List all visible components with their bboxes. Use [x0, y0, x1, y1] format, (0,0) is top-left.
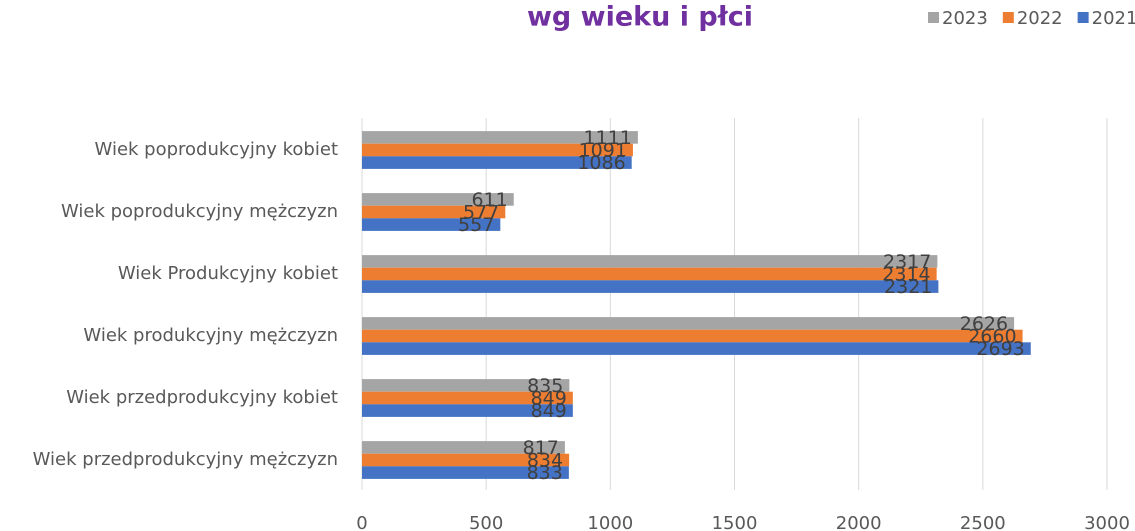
legend-swatch: [1002, 12, 1014, 23]
y-tick-label: Wiek Produkcyjny kobiet: [118, 263, 338, 284]
y-tick-label: Wiek poprodukcyjny kobiet: [95, 139, 338, 160]
bar: [362, 342, 1031, 355]
data-label: 2660: [968, 326, 1016, 348]
data-label: 2321: [884, 276, 932, 298]
bar: [362, 193, 514, 206]
data-label: 1091: [579, 140, 627, 162]
data-label: 2693: [976, 338, 1024, 360]
bar: [362, 280, 939, 293]
bar: [362, 143, 633, 157]
chart-title: wg wieku i płci: [527, 2, 753, 33]
bar: [362, 391, 573, 405]
bar: [362, 453, 570, 467]
x-tick-label: 500: [469, 513, 503, 531]
bar: [362, 441, 565, 454]
x-tick-label: 1000: [587, 513, 633, 531]
bar: [362, 255, 938, 268]
data-label: 2314: [882, 264, 930, 286]
bar: [362, 267, 937, 281]
data-label: 1086: [577, 152, 625, 174]
y-tick-label: Wiek poprodukcyjny mężczyzn: [61, 201, 338, 222]
data-label: 834: [527, 450, 563, 472]
x-tick-label: 2500: [960, 513, 1006, 531]
data-label: 1111: [584, 127, 632, 149]
data-label: 849: [531, 388, 567, 410]
x-tick-label: 1500: [712, 513, 758, 531]
bar: [362, 329, 1023, 343]
data-label: 611: [471, 189, 507, 211]
bar: [362, 379, 570, 392]
data-label: 2626: [960, 313, 1008, 335]
bar: [362, 205, 506, 219]
x-tick-label: 2000: [836, 513, 882, 531]
legend-label: 2023: [942, 8, 988, 29]
data-label: 835: [527, 375, 563, 397]
legend-label: 2021: [1092, 8, 1135, 29]
data-label: 577: [463, 202, 499, 224]
y-tick-label: Wiek przedprodukcyjny kobiet: [66, 387, 338, 408]
bar: [362, 156, 632, 169]
data-label: 557: [458, 214, 494, 236]
legend-swatch: [928, 12, 939, 23]
bar: [362, 218, 501, 231]
data-label: 849: [531, 400, 567, 422]
data-label: 2317: [883, 251, 931, 273]
bar: [362, 317, 1015, 330]
y-tick-label: Wiek przedprodukcyjny mężczyzn: [33, 449, 338, 470]
y-tick-label: Wiek produkcyjny mężczyzn: [83, 325, 338, 346]
bar: [362, 466, 569, 479]
legend-swatch: [1077, 12, 1089, 23]
x-tick-label: 3000: [1084, 513, 1130, 531]
bar: [362, 131, 638, 144]
bar: [362, 404, 573, 417]
x-tick-label: 0: [356, 513, 367, 531]
data-label: 833: [527, 462, 563, 484]
data-label: 817: [523, 437, 559, 459]
legend-label: 2022: [1017, 8, 1063, 29]
